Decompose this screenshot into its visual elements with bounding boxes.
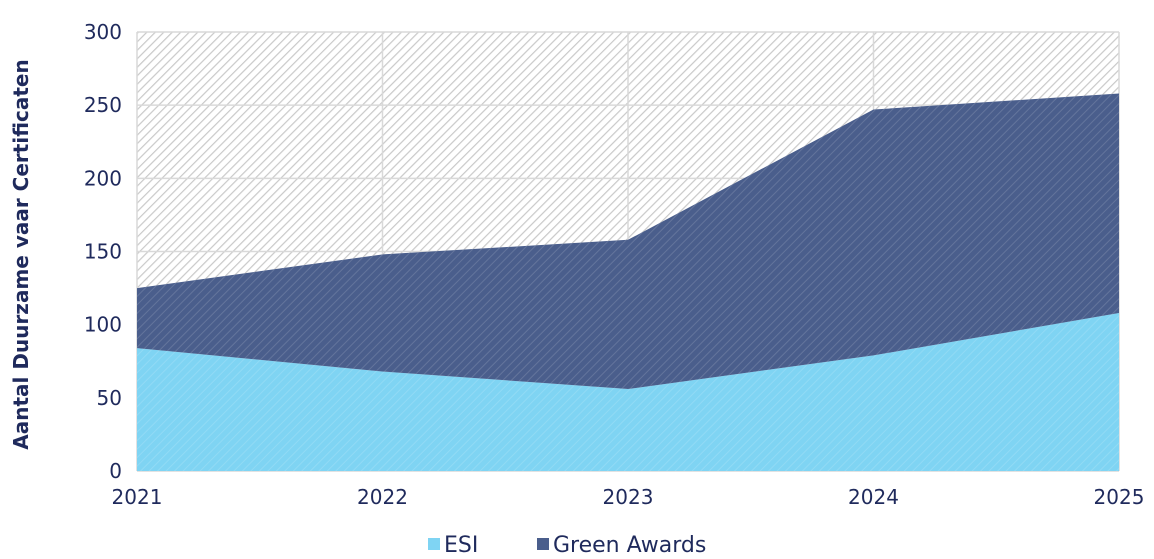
legend-swatch xyxy=(428,538,440,550)
x-tick-label: 2023 xyxy=(603,485,654,509)
x-tick-label: 2025 xyxy=(1094,485,1145,509)
area-texture xyxy=(137,312,1119,471)
x-tick-label: 2022 xyxy=(357,485,408,509)
y-tick-label: 50 xyxy=(97,386,122,410)
x-tick-label: 2021 xyxy=(112,485,163,509)
y-axis-title: Aantal Duurzame vaar Certificaten xyxy=(9,59,33,449)
area-texture xyxy=(137,93,1119,390)
legend-swatch xyxy=(537,538,549,550)
legend: ESI Green Awards xyxy=(428,533,706,558)
x-tick-labels: 2021 2022 2023 2024 2025 xyxy=(112,485,1145,509)
x-tick-label: 2024 xyxy=(848,485,899,509)
legend-label: Green Awards xyxy=(553,533,706,554)
y-tick-label: 0 xyxy=(109,459,122,483)
y-tick-label: 300 xyxy=(84,20,122,44)
legend-label: ESI xyxy=(444,533,478,554)
y-tick-label: 250 xyxy=(84,93,122,117)
y-tick-label: 100 xyxy=(84,313,122,337)
y-tick-label: 150 xyxy=(84,240,122,264)
areas xyxy=(137,93,1119,471)
y-tick-label: 200 xyxy=(84,166,122,190)
y-tick-labels: 0 50 100 150 200 250 300 xyxy=(84,20,122,483)
